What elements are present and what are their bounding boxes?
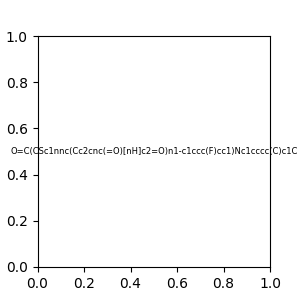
Text: O=C(CSc1nnc(Cc2cnc(=O)[nH]c2=O)n1-c1ccc(F)cc1)Nc1cccc(C)c1C: O=C(CSc1nnc(Cc2cnc(=O)[nH]c2=O)n1-c1ccc(… xyxy=(10,147,297,156)
